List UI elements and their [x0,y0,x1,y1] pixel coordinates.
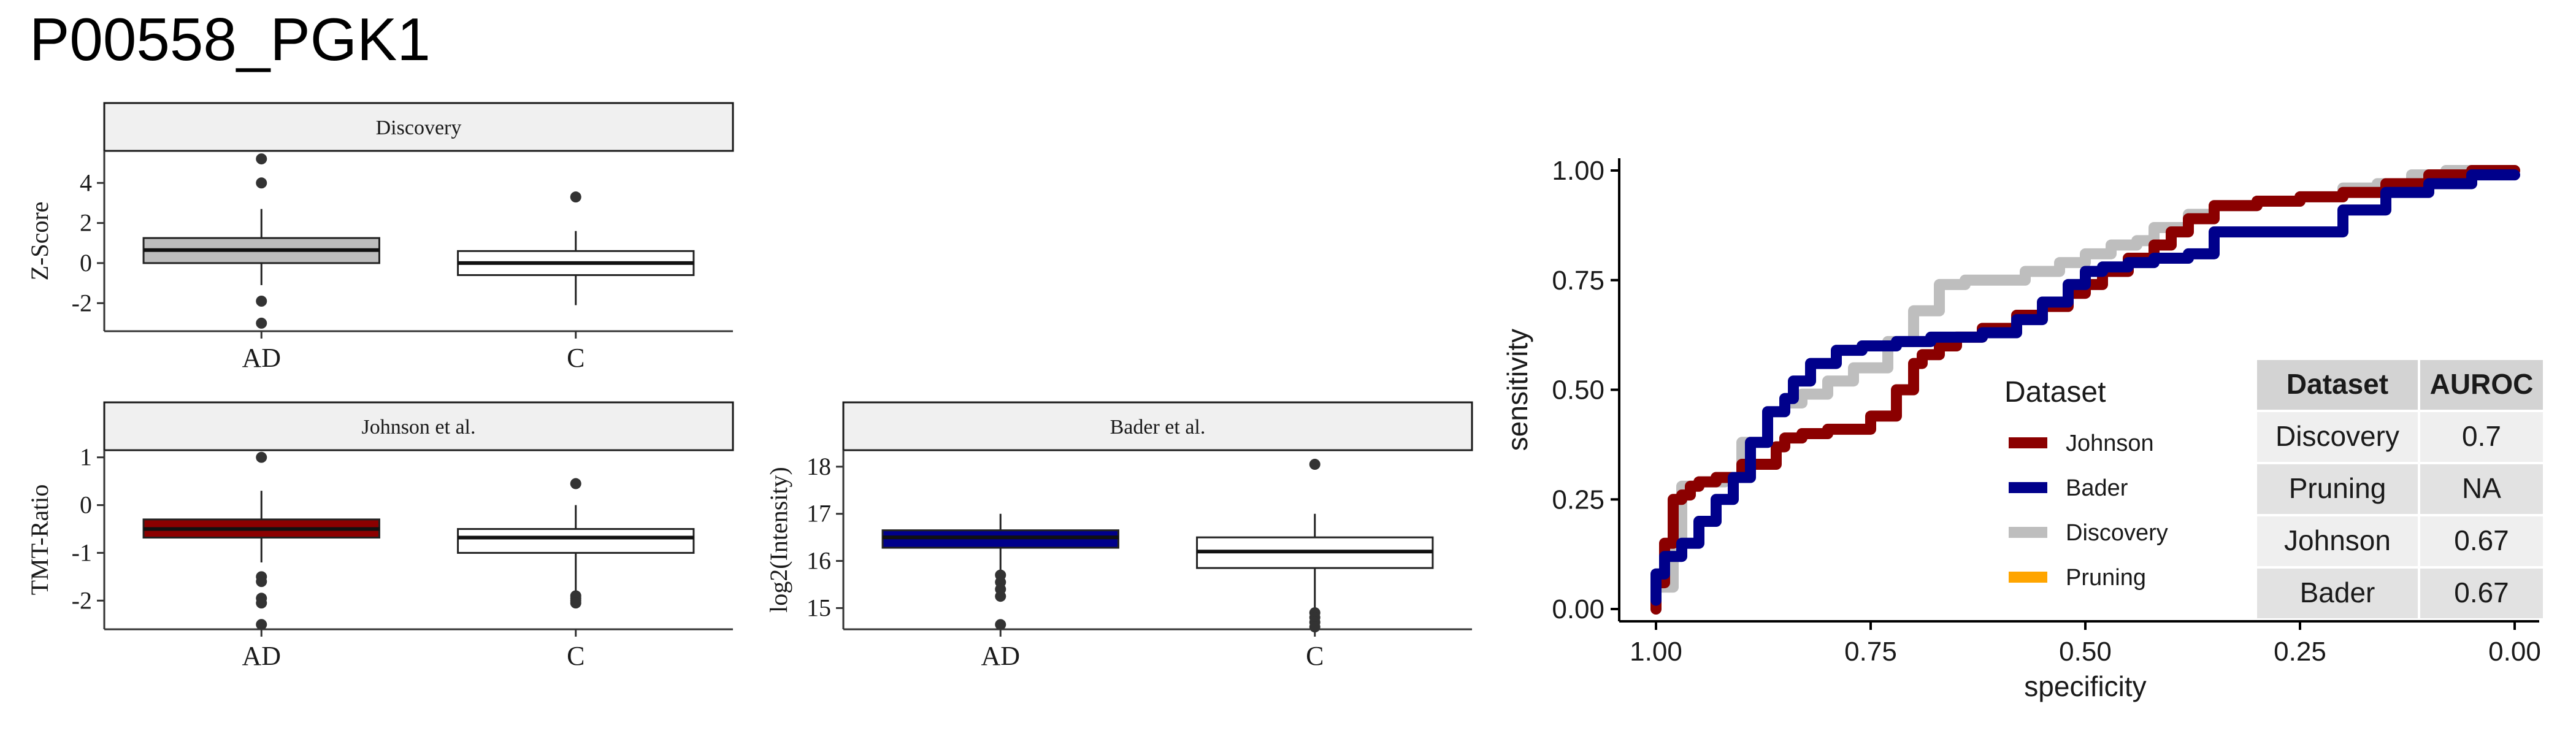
box-panel-johnson-et-al: Johnson et al. -2 -1 0 1 TMT-Ratio AD C [26,401,734,671]
y-tick-label: 2 [80,209,92,237]
outlier-point [256,451,267,463]
table-cell [2420,464,2543,514]
outlier-point [995,619,1006,631]
facet-strip [842,401,1473,451]
roc-y-axis-title: sensitivity [1501,329,1533,451]
x-tick-label: C [567,343,585,373]
roc-x-tick-label: 0.25 [2274,637,2326,667]
outlier-point [256,619,267,631]
facet-strip-label: Discovery [376,117,462,139]
x-tick-label: C [567,641,585,671]
box-ad [142,153,380,329]
facet-strip [103,102,734,152]
table-cell [2420,516,2543,566]
legend-label: Discovery [2066,520,2168,546]
box-c [1196,459,1434,633]
x-tick-label: AD [242,641,281,671]
y-tick-label: -2 [72,289,92,316]
y-tick-label: 1 [80,443,92,471]
outlier-point [995,591,1006,602]
roc-x-tick-label: 1.00 [1630,637,1682,667]
outlier-point [256,296,267,307]
legend-label: Johnson [2066,431,2154,456]
roc-curve-bader [1650,169,2520,606]
table-cell [2257,516,2418,566]
box-c [457,191,695,305]
outlier-point [256,317,267,329]
box-panel-bader-et-al: Bader et al. 15 16 17 18 log2(Intensity) AD C [765,401,1473,671]
facet-strip-label: Johnson et al. [361,416,475,439]
outlier-point [570,191,581,203]
table-cell [2420,569,2543,618]
y-axis-title: Z-Score [26,202,53,281]
facet-strip-label: Bader et al. [1110,416,1206,439]
y-tick-label: 4 [80,169,92,196]
outlier-point [570,597,581,609]
y-tick-label: 16 [807,547,831,575]
box-ad [142,451,380,631]
roc-x-axis-title: specificity [2024,670,2146,702]
table-cell-value: 0.67 [2454,577,2509,608]
legend-label: Pruning [2066,565,2146,591]
legend-title: Dataset [2004,376,2106,408]
y-tick-label: 17 [807,500,831,527]
facet-strip [103,401,734,451]
table-cell-value: Johnson [2284,524,2391,556]
table-header-label: Dataset [2287,368,2388,400]
outlier-point [256,153,267,165]
table-header-label: AUROC [2430,368,2534,400]
box-body [457,527,695,554]
table-cell [2420,412,2543,462]
x-tick-label: AD [981,641,1020,671]
x-tick-label: C [1306,641,1324,671]
table-header-cell [2420,360,2543,410]
roc-y-tick-label: 0.50 [1552,375,1604,405]
outlier-point [1309,459,1321,470]
roc-y-tick-label: 0.25 [1552,485,1604,515]
roc-y-tick-label: 0.00 [1552,594,1604,624]
roc-y-tick-label: 0.75 [1552,266,1604,296]
outlier-point [1309,621,1321,633]
table-cell-value: Pruning [2289,472,2386,504]
roc-x-tick-label: 0.50 [2059,637,2112,667]
table-cell-value: Bader [2300,577,2375,608]
box-panel-discovery: Discovery -2 0 2 4 Z-Score AD C [26,102,734,373]
outlier-point [256,597,267,609]
y-tick-label: 0 [80,491,92,519]
table-cell-value: NA [2462,472,2501,504]
box-ad [881,513,1119,631]
roc-x-tick-label: 0.00 [2488,637,2541,667]
y-axis-title: log2(Intensity) [765,467,792,613]
table-header-cell [2257,360,2418,410]
table-cell [2257,412,2418,462]
table-cell-value: Discovery [2275,420,2399,452]
auroc-table: Dataset AUROC Discovery 0.7 Pruning NA Johnson… [2257,360,2543,618]
page-title: P00558_PGK1 [29,6,431,73]
table-cell [2257,569,2418,618]
outlier-point [570,478,581,489]
y-tick-label: 15 [807,594,831,621]
roc-legend: Dataset Johnson Bader Discovery Pruning [2004,376,2168,591]
roc-x-tick-label: 0.75 [1844,637,1897,667]
legend-label: Bader [2066,475,2128,501]
table-cell [2257,464,2418,514]
outlier-point [256,576,267,588]
y-tick-label: 18 [807,453,831,480]
x-tick-label: AD [242,343,281,373]
table-cell-value: 0.7 [2462,420,2501,452]
roc-y-tick-label: 1.00 [1552,156,1604,186]
roc-panel: 0.00 0.25 0.50 0.75 1.00 1.00 0.75 0.50 0.25 0.00… [1501,156,2543,702]
y-tick-label: -2 [72,586,92,614]
box-c [457,478,695,609]
outlier-point [256,177,267,189]
y-tick-label: 0 [80,249,92,277]
table-cell-value: 0.67 [2454,524,2509,556]
y-tick-label: -1 [72,539,92,566]
y-axis-title: TMT-Ratio [26,485,53,596]
